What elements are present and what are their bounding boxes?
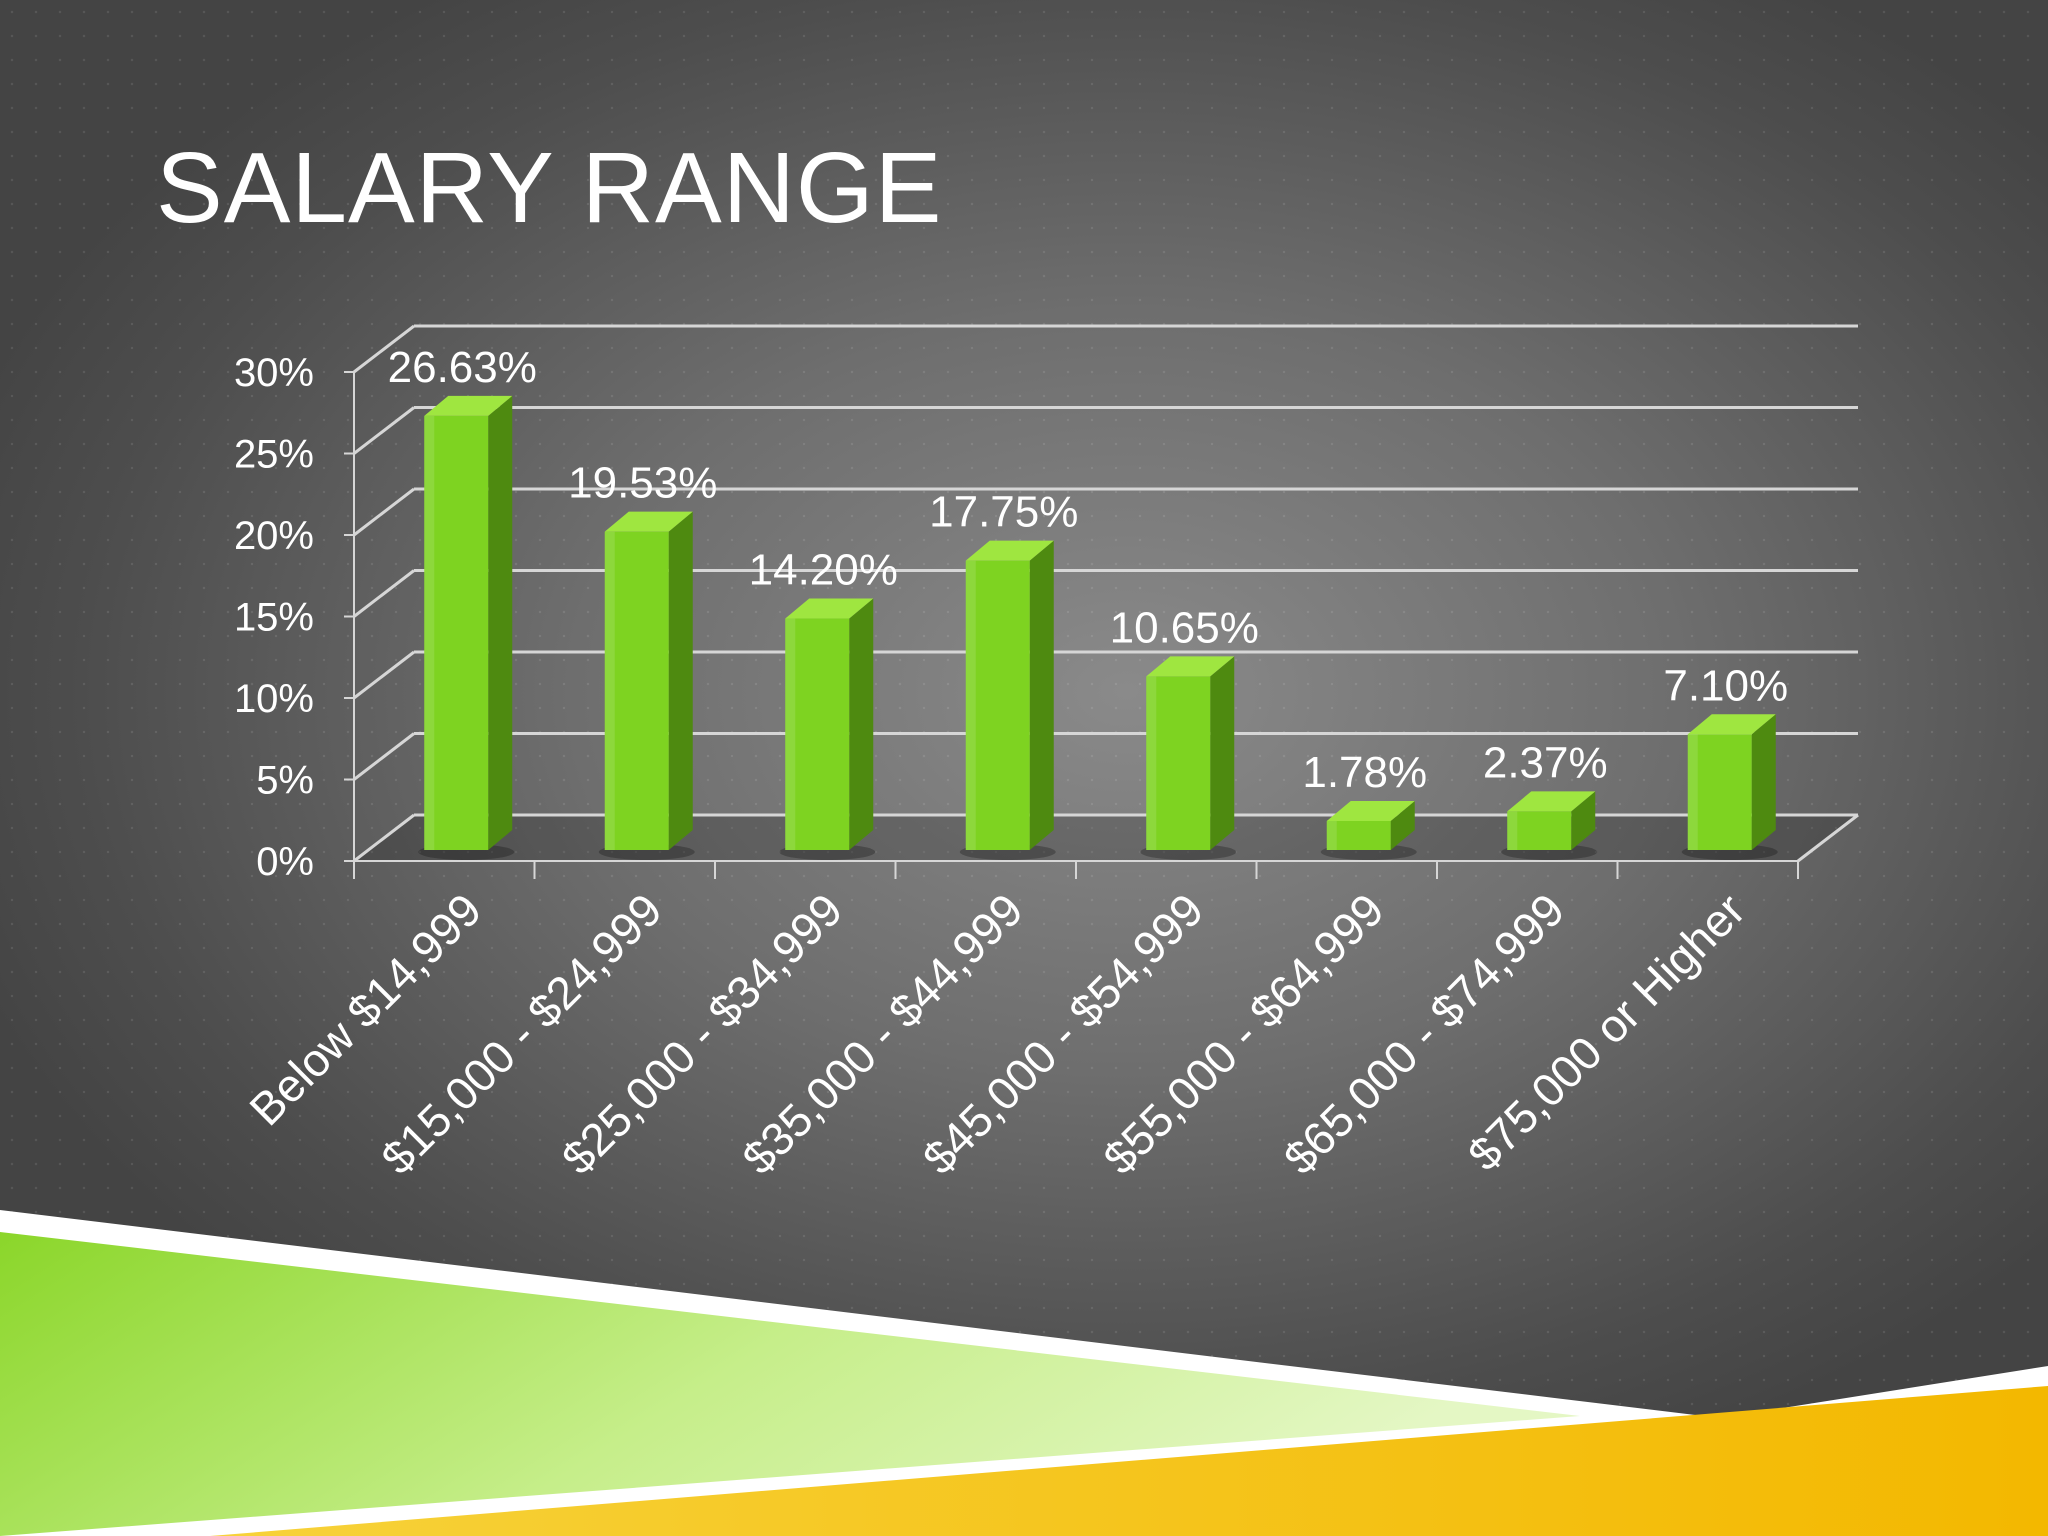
y-tick-label: 10% xyxy=(234,677,314,721)
bar-side xyxy=(488,395,513,850)
bar-side xyxy=(1210,656,1235,850)
bar-side xyxy=(849,598,874,850)
bar-highlight xyxy=(1507,811,1518,850)
bar-top xyxy=(785,598,874,619)
yellow-band xyxy=(210,1386,2048,1536)
bar-top xyxy=(1687,714,1776,735)
bar-side xyxy=(1571,791,1596,850)
bar-top xyxy=(1326,800,1415,821)
y-tick-label: 30% xyxy=(234,351,314,395)
bar-top xyxy=(424,395,513,416)
bar-side xyxy=(668,511,693,850)
bar xyxy=(965,560,1030,850)
bar-highlight xyxy=(965,560,976,850)
bar-highlight xyxy=(1146,676,1157,850)
bar-highlight xyxy=(604,531,615,850)
floor-edge xyxy=(1797,813,1859,863)
data-label: 1.78% xyxy=(1302,748,1427,797)
gridline-depth xyxy=(353,487,415,537)
y-tick-label: 25% xyxy=(234,433,314,477)
bar-side xyxy=(1029,540,1054,850)
bar-top xyxy=(1146,656,1235,677)
bar-highlight xyxy=(1326,820,1337,850)
bar xyxy=(1146,676,1211,850)
bar-highlight xyxy=(785,618,796,850)
slide-title: SALARY RANGE xyxy=(156,132,943,244)
data-label: 19.53% xyxy=(568,459,717,508)
gridline-depth xyxy=(353,406,415,455)
gridline-depth xyxy=(353,569,415,618)
gridline-depth xyxy=(353,813,415,863)
bar-top xyxy=(965,540,1054,561)
bar-side xyxy=(1390,800,1415,850)
bar xyxy=(424,415,489,850)
bar-top xyxy=(1507,791,1596,812)
bar-top xyxy=(604,511,693,532)
data-label: 14.20% xyxy=(749,546,898,595)
y-tick-label: 5% xyxy=(256,759,314,803)
bar-side xyxy=(1751,714,1776,850)
data-label: 7.10% xyxy=(1663,661,1788,710)
green-band xyxy=(0,1232,1580,1536)
bar xyxy=(785,618,850,850)
gridline-depth xyxy=(353,732,415,781)
data-label: 10.65% xyxy=(1110,603,1259,652)
data-label: 26.63% xyxy=(388,343,537,392)
bar xyxy=(1326,820,1391,850)
gridline-depth xyxy=(353,650,415,700)
y-tick-label: 0% xyxy=(256,840,314,884)
bar xyxy=(1687,734,1752,850)
bar-highlight xyxy=(424,415,435,850)
y-tick-label: 20% xyxy=(234,514,314,558)
bar xyxy=(1507,811,1572,850)
bar-highlight xyxy=(1687,734,1698,850)
gridline-depth xyxy=(353,324,415,374)
chart-floor xyxy=(354,815,1858,861)
data-label: 2.37% xyxy=(1483,738,1608,787)
bar xyxy=(604,531,669,850)
data-label: 17.75% xyxy=(929,488,1078,537)
y-tick-label: 15% xyxy=(234,596,314,640)
